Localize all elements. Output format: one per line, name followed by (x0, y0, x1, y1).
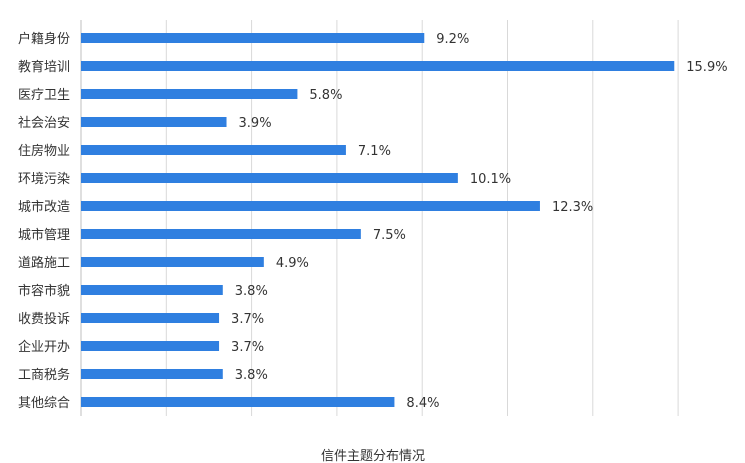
bar (81, 313, 220, 323)
bar (81, 173, 458, 183)
bars (81, 33, 675, 407)
bar (81, 257, 264, 267)
category-label: 教育培训 (18, 59, 70, 75)
category-label: 收费投诉 (18, 311, 70, 327)
value-label: 8.4% (406, 396, 439, 411)
bar (81, 61, 675, 71)
value-label: 15.9% (686, 60, 727, 75)
category-label: 城市管理 (18, 227, 70, 243)
bar (81, 285, 223, 295)
category-label: 户籍身份 (18, 31, 70, 47)
category-label: 企业开办 (18, 339, 70, 355)
category-label: 工商税务 (18, 367, 70, 383)
category-label: 医疗卫生 (18, 88, 70, 103)
bar (81, 341, 220, 351)
category-label: 其他综合 (18, 396, 70, 411)
value-label: 9.2% (436, 32, 469, 47)
category-label: 社会治安 (18, 115, 70, 131)
bar (81, 229, 361, 239)
value-label: 7.1% (358, 144, 391, 159)
category-label: 市容市貌 (18, 283, 70, 299)
value-labels: 9.2% 15.9% 5.8% 3.9% 7.1% 10.1% 12.3% 7.5% 4.9% 3… (231, 32, 728, 411)
bar (81, 33, 425, 43)
value-label: 10.1% (470, 172, 511, 187)
bar (81, 145, 346, 155)
value-label: 3.7% (231, 312, 264, 327)
category-labels: 户籍身份教育培训医疗卫生社会治安住房物业环境污染城市改造城市管理道路施工市容市貌… (18, 31, 70, 411)
value-label: 4.9% (276, 256, 309, 271)
bar (81, 89, 298, 99)
category-label: 道路施工 (18, 255, 70, 271)
value-label: 12.3% (552, 200, 593, 215)
value-label: 3.8% (235, 284, 268, 299)
value-label: 3.9% (239, 116, 272, 131)
category-label: 城市改造 (18, 199, 70, 215)
category-label: 环境污染 (18, 172, 70, 187)
bar (81, 201, 540, 211)
bar (81, 397, 395, 407)
value-label: 3.8% (235, 368, 268, 383)
value-label: 3.7% (231, 340, 264, 355)
category-label: 住房物业 (18, 143, 70, 159)
bar (81, 117, 227, 127)
value-label: 5.8% (309, 88, 342, 103)
value-label: 7.5% (373, 228, 406, 243)
bar (81, 369, 223, 379)
gridlines (80, 20, 679, 416)
chart-title: 信件主题分布情况 (321, 449, 425, 463)
